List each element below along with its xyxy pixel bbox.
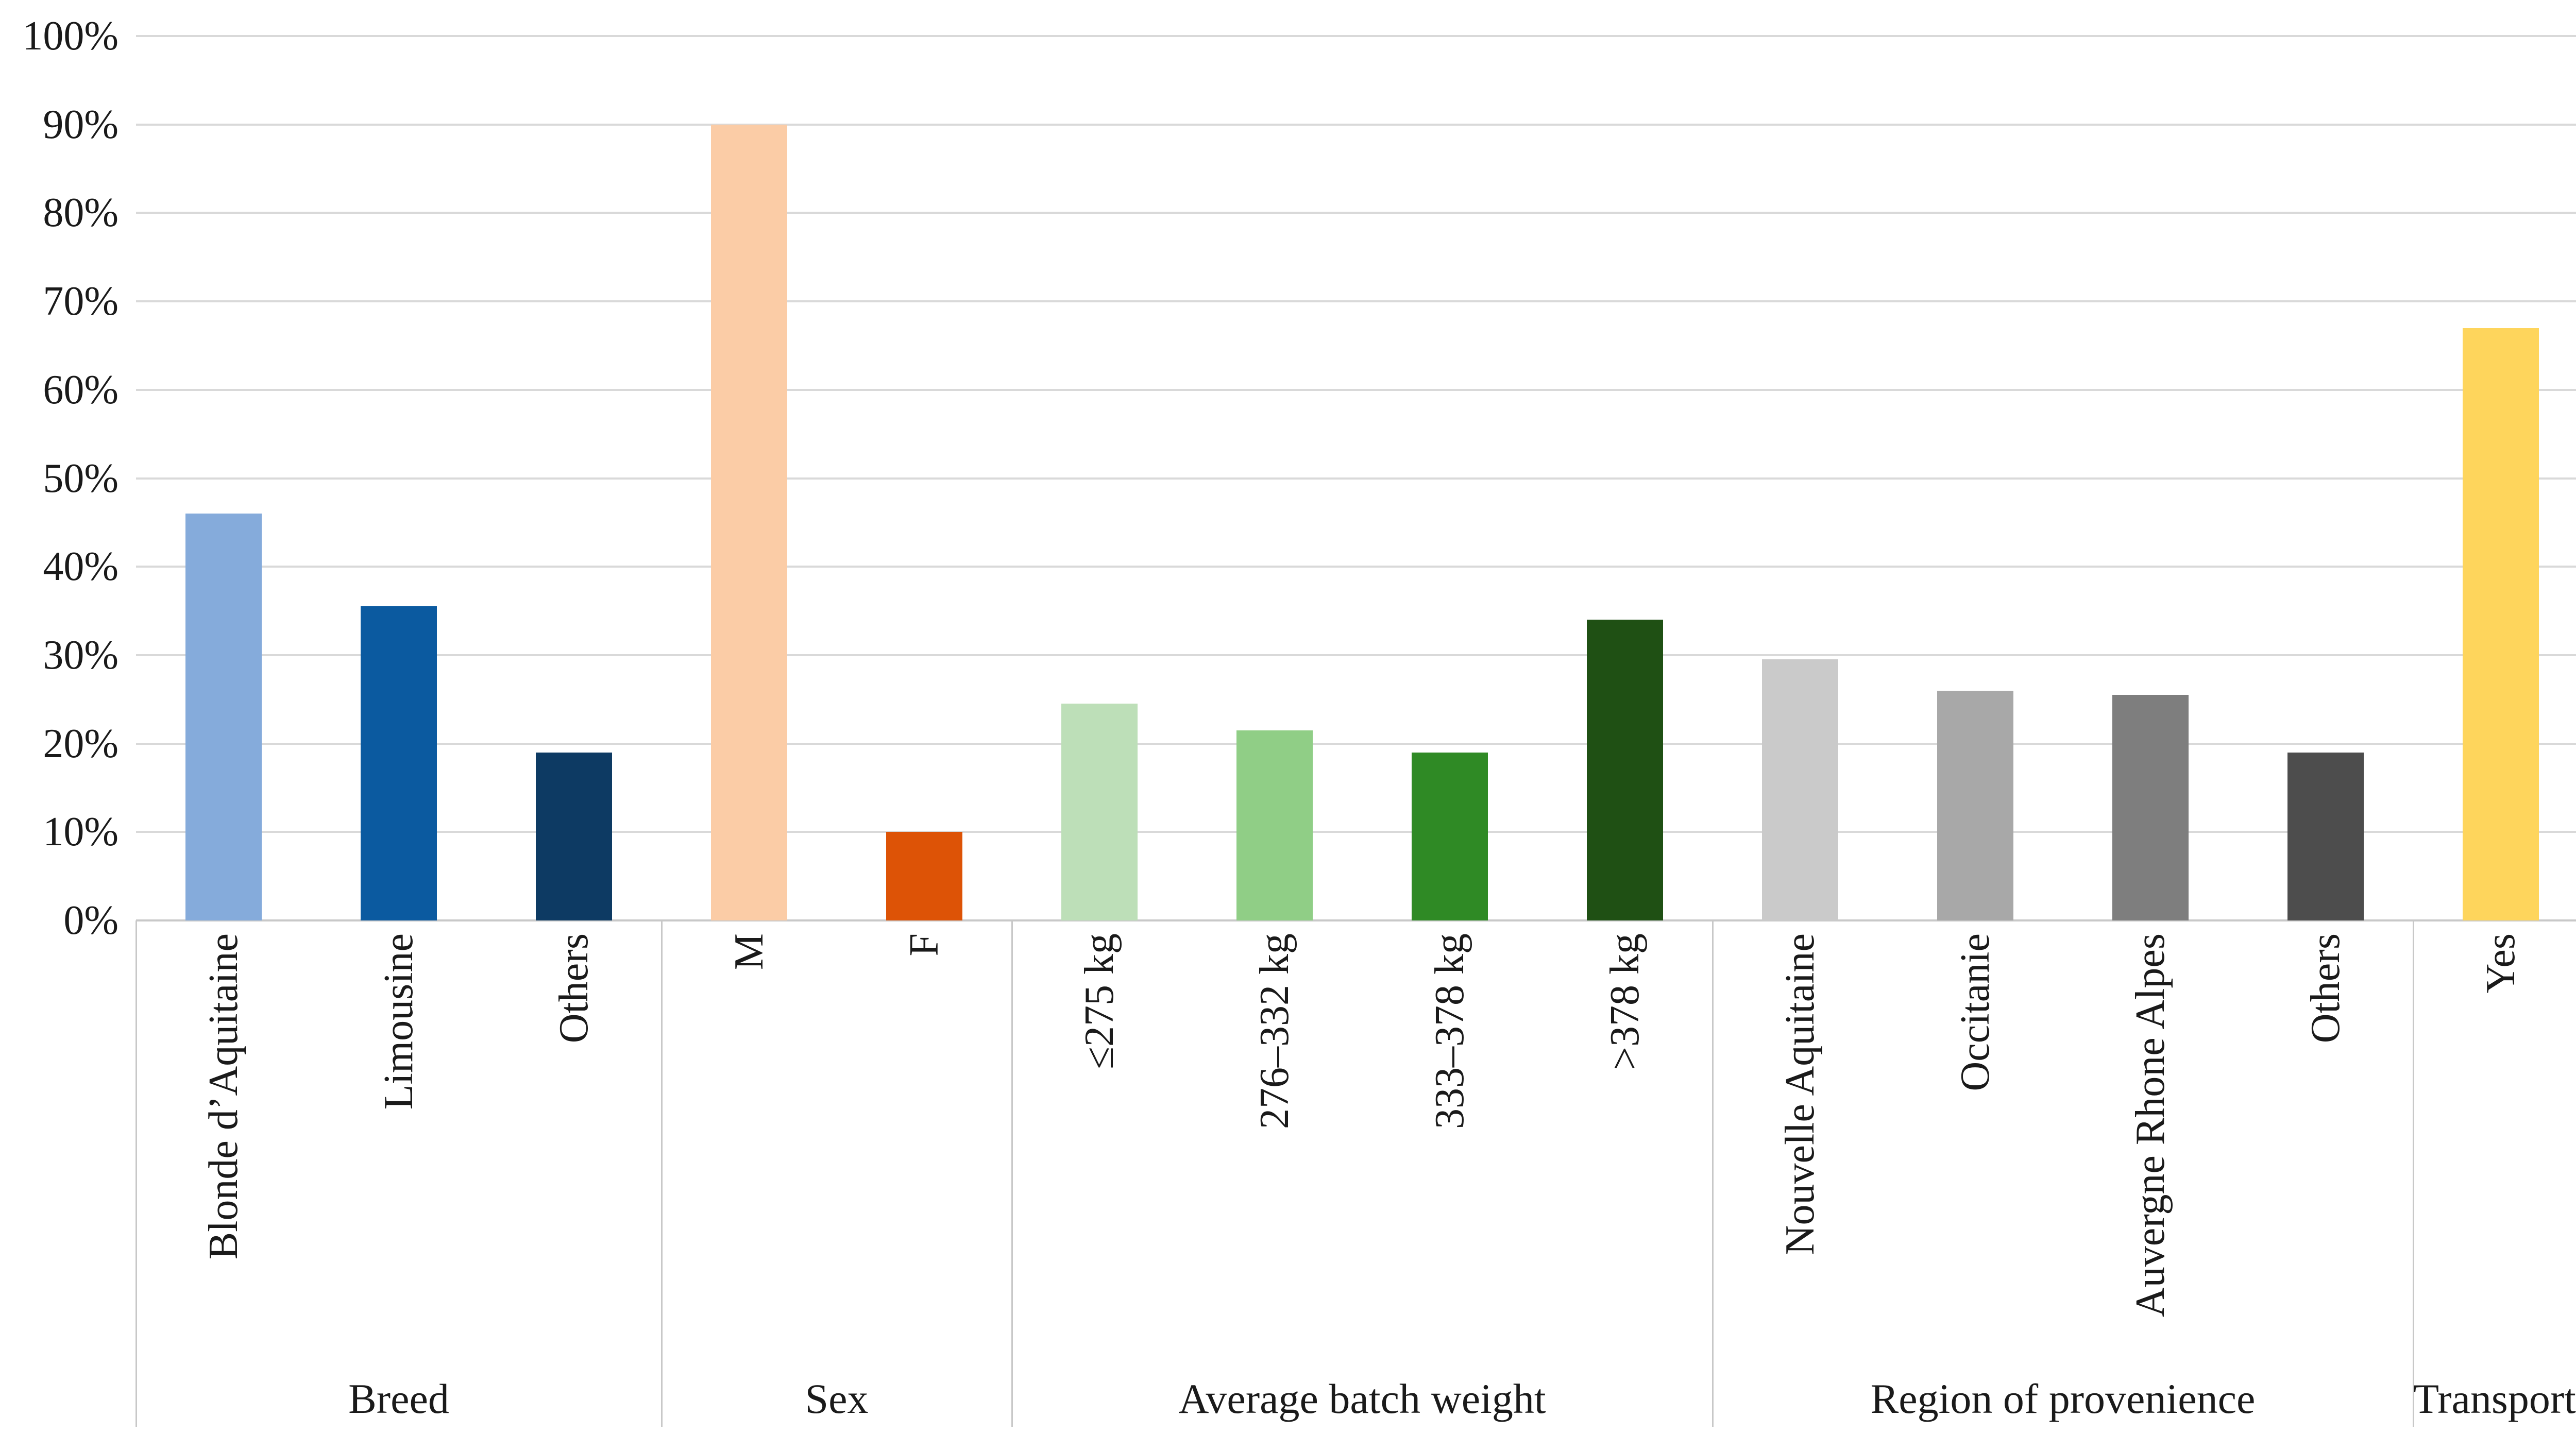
bar-yes-transport-time-12-h: [2463, 328, 2539, 920]
y-gridline-0: [136, 919, 2576, 921]
group-label-region-of-provenience: Region of provenience: [1870, 1375, 2256, 1422]
bar-others-breed: [536, 752, 612, 920]
y-gridline-60: [136, 388, 2576, 391]
group-separator: [135, 920, 137, 1427]
group-separator: [1712, 920, 1714, 1427]
group-separator: [1011, 920, 1013, 1427]
y-tick-label-100: 100%: [22, 13, 118, 59]
y-tick-label-70: 70%: [43, 279, 118, 325]
y-gridline-10: [136, 831, 2576, 833]
category-label-others: Others: [551, 933, 597, 1044]
category-label-f: F: [902, 933, 947, 957]
y-tick-label-50: 50%: [43, 455, 118, 501]
group-label-average-batch-weight: Average batch weight: [1178, 1375, 1546, 1422]
y-gridline-80: [136, 212, 2576, 214]
y-tick-label-0: 0%: [63, 898, 118, 943]
y-tick-label-10: 10%: [43, 809, 118, 855]
category-label-m: M: [726, 933, 772, 970]
bar-others-region-of-provenience: [2287, 752, 2364, 920]
group-label-breed: Breed: [348, 1375, 449, 1422]
y-tick-label-60: 60%: [43, 367, 118, 413]
bar-auvergne-rhone-alpes-region-of-provenience: [2112, 695, 2189, 920]
group-separator: [661, 920, 663, 1427]
bar-occitanie-region-of-provenience: [1937, 690, 2013, 920]
category-label-limousine: Limousine: [376, 933, 421, 1110]
category-label-others: Others: [2303, 933, 2348, 1044]
y-gridline-20: [136, 742, 2576, 745]
category-label-auvergne-rhone-alpes: Auvergne Rhone Alpes: [2128, 933, 2173, 1318]
bar-blonde-d-aquitaine-breed: [185, 514, 262, 920]
category-label-333-378-kg: 333–378 kg: [1427, 933, 1472, 1129]
y-gridline-40: [136, 566, 2576, 568]
category-label-nouvelle-aquitaine: Nouvelle Aquitaine: [1777, 933, 1823, 1255]
category-label-occitanie: Occitanie: [1953, 933, 1998, 1091]
category-label-378-kg: >378 kg: [1602, 933, 1648, 1070]
bar-378-kg-average-batch-weight: [1587, 620, 1663, 920]
bar-m-sex: [711, 124, 787, 920]
y-gridline-100: [136, 35, 2576, 37]
category-label-275-kg: ≤275 kg: [1077, 933, 1122, 1069]
bar-nouvelle-aquitaine-region-of-provenience: [1762, 659, 1838, 920]
y-gridline-50: [136, 477, 2576, 480]
y-gridline-70: [136, 300, 2576, 303]
y-tick-label-30: 30%: [43, 632, 118, 678]
group-label-sex: Sex: [805, 1375, 869, 1422]
y-tick-label-90: 90%: [43, 101, 118, 147]
category-label-276-332-kg: 276–332 kg: [1252, 933, 1297, 1129]
bar-limousine-breed: [361, 606, 437, 920]
bar-333-378-kg-average-batch-weight: [1412, 752, 1488, 920]
bar-f-sex: [886, 832, 962, 920]
y-tick-label-80: 80%: [43, 190, 118, 236]
bar-276-332-kg-average-batch-weight: [1236, 730, 1313, 920]
category-label-yes: Yes: [2478, 933, 2523, 994]
y-tick-label-20: 20%: [43, 721, 118, 766]
group-label-transport-time-12-h: Transport time ≥12 h: [2413, 1375, 2576, 1422]
y-tick-label-40: 40%: [43, 544, 118, 590]
group-separator: [2413, 920, 2414, 1427]
y-gridline-90: [136, 123, 2576, 126]
category-label-blonde-d-aquitaine: Blonde d’Aquitaine: [201, 933, 246, 1260]
y-gridline-30: [136, 654, 2576, 656]
bar-275-kg-average-batch-weight: [1061, 704, 1138, 920]
